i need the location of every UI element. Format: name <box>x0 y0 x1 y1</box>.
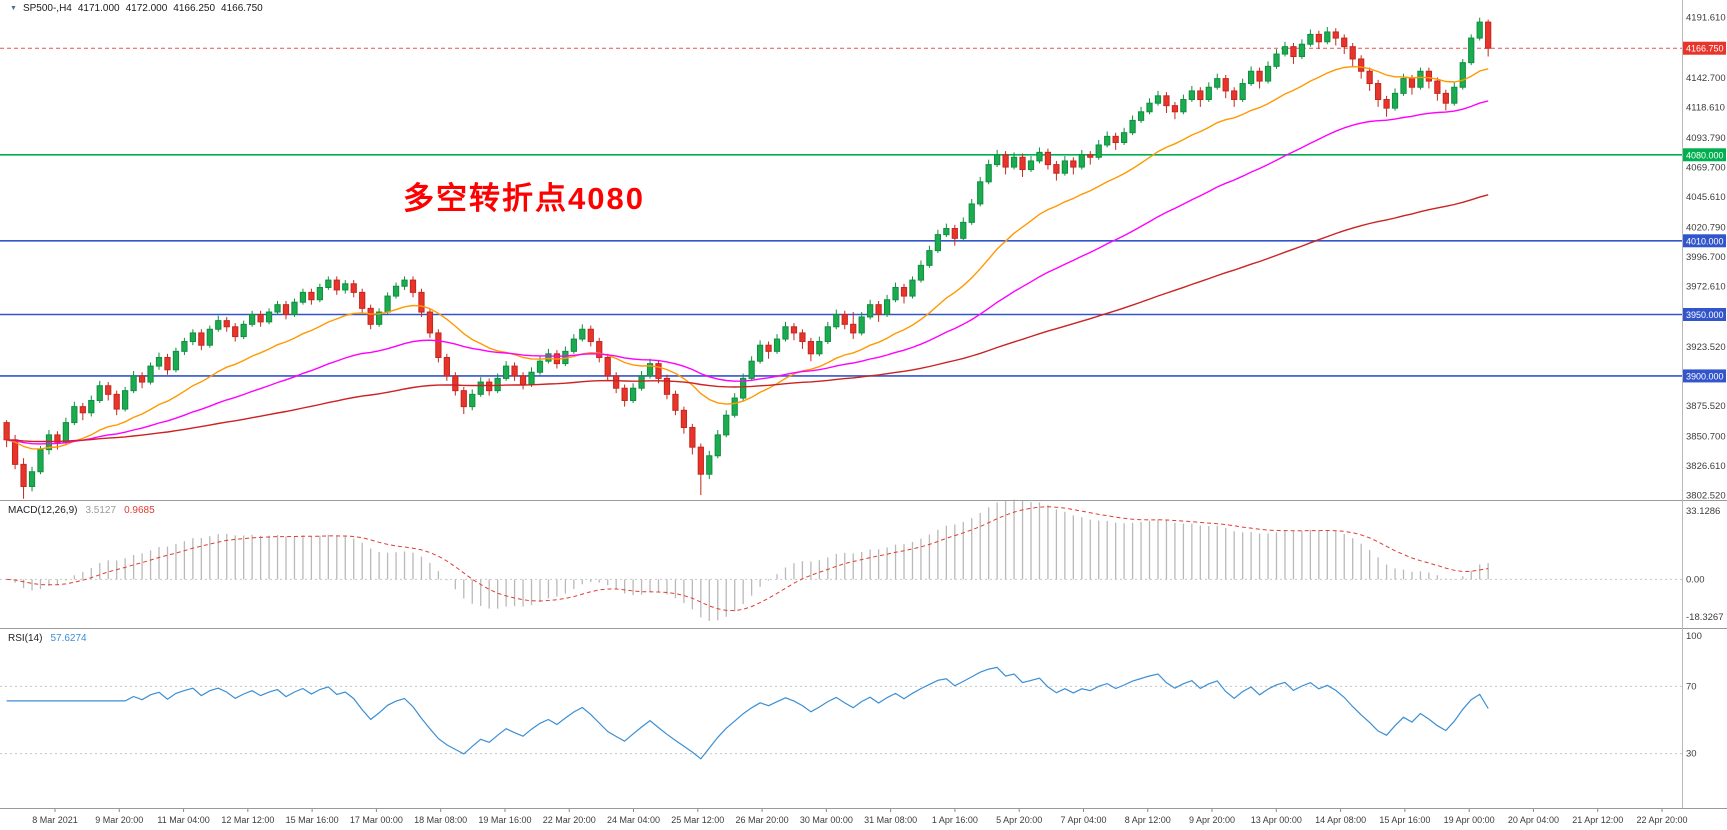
rsi-value: 57.6274 <box>50 633 87 644</box>
time-axis-label: 19 Mar 16:00 <box>478 815 531 825</box>
price-axis-label: 3972.610 <box>1686 282 1726 293</box>
quote-low: 4166.250 <box>173 3 216 14</box>
level-price-badge <box>1683 148 1726 162</box>
time-axis-label: 14 Apr 08:00 <box>1315 815 1366 825</box>
macd-main-value: 3.5127 <box>85 505 117 516</box>
time-axis-label: 1 Apr 16:00 <box>932 815 978 825</box>
price-axis-label: 3875.520 <box>1686 401 1726 412</box>
time-axis-label: 9 Apr 20:00 <box>1189 815 1235 825</box>
time-axis-label: 20 Apr 04:00 <box>1508 815 1559 825</box>
price-axis-label: 3850.700 <box>1686 431 1726 442</box>
panel-separators <box>0 0 1727 809</box>
time-axis-label: 30 Mar 00:00 <box>800 815 853 825</box>
rsi-axis-label: 70 <box>1686 681 1697 692</box>
level-price-badge-text: 3950.000 <box>1686 310 1724 320</box>
time-axis-label: 8 Apr 12:00 <box>1125 815 1171 825</box>
rsi-name: RSI(14) <box>8 633 43 644</box>
time-axis-label: 26 Mar 20:00 <box>736 815 789 825</box>
quote-close: 4166.750 <box>221 3 263 14</box>
price-axis[interactable]: 4191.610 4142.700 4118.610 4093.790 4069.700… <box>1683 13 1726 502</box>
time-axis-label: 22 Mar 20:00 <box>543 815 596 825</box>
ma-20-line <box>6 65 1489 450</box>
price-axis-label: 4045.610 <box>1686 192 1726 203</box>
level-price-badge-text: 4010.000 <box>1686 236 1724 246</box>
time-axis-label: 9 Mar 20:00 <box>95 815 143 825</box>
macd-axis-label: -18.3267 <box>1686 612 1724 623</box>
time-axis-label: 12 Mar 12:00 <box>221 815 274 825</box>
price-axis-label: 3826.610 <box>1686 461 1726 472</box>
macd-signal-value: 0.9685 <box>124 505 155 516</box>
ma-130-line <box>6 194 1489 443</box>
level-price-badge <box>1683 369 1726 383</box>
time-axis-label: 19 Apr 00:00 <box>1444 815 1495 825</box>
macd-axis-label: 33.1286 <box>1686 506 1720 517</box>
macd-indicator-label: MACD(12,26,9) 3.5127 0.9685 <box>8 505 155 516</box>
price-axis-label: 4020.790 <box>1686 223 1726 234</box>
price-axis-label: 3923.520 <box>1686 342 1726 353</box>
time-axis-label: 8 Mar 2021 <box>32 815 78 825</box>
price-axis-label: 4142.700 <box>1686 73 1726 84</box>
time-axis[interactable]: 8 Mar 2021 9 Mar 20:00 11 Mar 04:00 12 Mar … <box>32 809 1688 825</box>
rsi-panel: 100 70 30 <box>0 631 1702 760</box>
rsi-indicator-label: RSI(14) 57.6274 <box>8 633 87 644</box>
time-axis-label: 18 Mar 08:00 <box>414 815 467 825</box>
time-axis-label: 13 Apr 00:00 <box>1251 815 1302 825</box>
chevron-down-icon: ▼ <box>10 4 17 12</box>
time-axis-label: 11 Mar 04:00 <box>157 815 209 825</box>
macd-signal-line <box>6 506 1489 612</box>
symbol-name: SP500-,H4 <box>22 3 72 14</box>
annotation-text[interactable]: 多空转折点4080 <box>403 181 645 216</box>
time-axis-label: 22 Apr 20:00 <box>1636 815 1687 825</box>
price-axis-label: 4191.610 <box>1686 13 1726 24</box>
time-axis-label: 21 Apr 12:00 <box>1572 815 1623 825</box>
time-axis-label: 15 Mar 16:00 <box>286 815 339 825</box>
level-price-badge-text: 3900.000 <box>1686 371 1724 381</box>
price-axis-label: 3802.520 <box>1686 491 1726 502</box>
level-price-badge <box>1683 234 1726 248</box>
current-price-badge <box>1683 41 1726 55</box>
time-axis-label: 31 Mar 08:00 <box>864 815 917 825</box>
rsi-line <box>6 666 1489 760</box>
time-axis-label: 7 Apr 04:00 <box>1060 815 1106 825</box>
quote-open: 4171.000 <box>77 3 120 14</box>
candles-layer <box>3 17 1492 499</box>
macd-panel: 33.1286 0.00 -18.3267 <box>0 499 1724 623</box>
level-price-badge <box>1683 307 1726 321</box>
rsi-axis-label: 30 <box>1686 749 1697 760</box>
macd-axis-label: 0.00 <box>1686 574 1705 585</box>
support-resistance-lines <box>0 153 1682 377</box>
price-axis-label: 3996.700 <box>1686 252 1726 263</box>
time-axis-label: 17 Mar 00:00 <box>350 815 403 825</box>
price-axis-label: 4093.790 <box>1686 133 1726 144</box>
quote-high: 4172.000 <box>125 3 168 14</box>
price-axis-label: 4069.700 <box>1686 162 1726 173</box>
current-price-badge-text: 4166.750 <box>1686 44 1724 54</box>
price-axis-label: 4118.610 <box>1686 102 1725 113</box>
ma-lines <box>6 65 1489 450</box>
level-price-badge-text: 4080.000 <box>1686 150 1724 160</box>
time-axis-label: 5 Apr 20:00 <box>996 815 1042 825</box>
time-axis-label: 24 Mar 04:00 <box>607 815 660 825</box>
time-axis-label: 15 Apr 16:00 <box>1379 815 1430 825</box>
symbol-header: ▼ SP500-,H4 4171.000 4172.000 4166.250 4… <box>10 3 263 14</box>
ma-50-line <box>6 100 1489 445</box>
macd-name: MACD(12,26,9) <box>8 505 78 516</box>
rsi-axis-label: 100 <box>1686 631 1702 642</box>
time-axis-label: 25 Mar 12:00 <box>671 815 724 825</box>
